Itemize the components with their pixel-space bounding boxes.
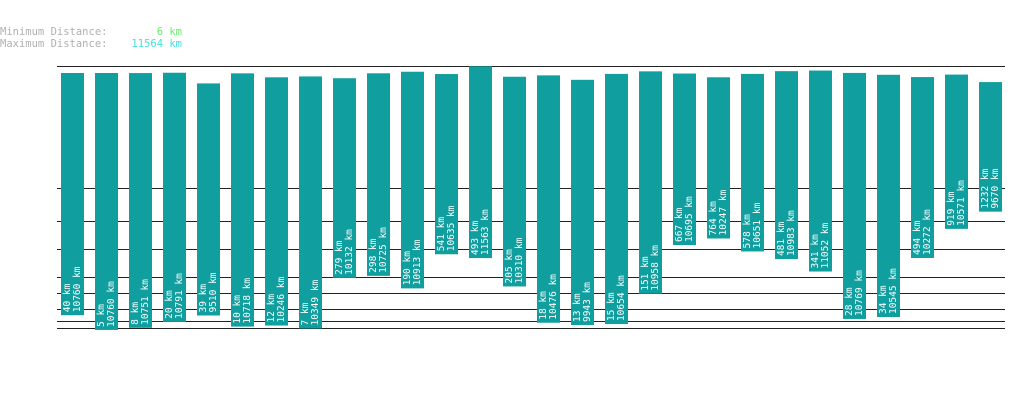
min-label: 18 km	[538, 291, 549, 320]
min-label: 12 km	[266, 294, 277, 323]
min-label: 341 km	[810, 234, 821, 269]
min-label: 919 km	[946, 191, 957, 226]
max-label: 9510 km	[208, 272, 219, 312]
min-label: 15 km	[606, 292, 617, 321]
bar	[639, 71, 662, 294]
min-label: 39 km	[198, 284, 209, 313]
min-label: 764 km	[708, 201, 719, 236]
max-label: 10958 km	[650, 245, 661, 291]
bar	[163, 72, 186, 322]
min-label: 20 km	[164, 290, 175, 319]
bar	[945, 74, 968, 229]
max-label: 11563 km	[480, 209, 491, 255]
min-label: 34 km	[878, 285, 889, 314]
min-label: Minimum Distance:	[0, 26, 107, 38]
bar	[129, 73, 152, 328]
min-label: 298 km	[368, 238, 379, 273]
bar	[571, 79, 594, 326]
bar	[911, 77, 934, 258]
min-label: 1232 km	[980, 168, 991, 208]
max-label: 10695 km	[684, 196, 695, 242]
max-label: 10725 km	[378, 227, 389, 273]
max-label: 10246 km	[276, 276, 287, 322]
bar	[197, 83, 220, 316]
max-label: 10791 km	[174, 273, 185, 319]
min-label: 190 km	[402, 251, 413, 286]
min-label: 10 km	[232, 295, 243, 324]
max-label: 10132 km	[344, 229, 355, 275]
min-value: 6 km	[157, 26, 182, 38]
bar	[503, 76, 526, 287]
bar	[231, 73, 254, 327]
min-label: 40 km	[62, 283, 73, 312]
max-label: 11052 km	[820, 222, 831, 268]
max-label: 9670 km	[990, 168, 1001, 208]
bar	[809, 70, 832, 272]
bar	[537, 75, 560, 323]
max-label: 10272 km	[922, 209, 933, 255]
max-label: 10760 km	[72, 266, 83, 312]
min-label: 28 km	[844, 287, 855, 316]
max-label: 10247 km	[718, 189, 729, 235]
bar	[61, 73, 84, 316]
min-label: 493 km	[470, 220, 481, 255]
max-label: 10913 km	[412, 239, 423, 285]
bar	[707, 77, 730, 239]
max-label: 10310 km	[514, 237, 525, 283]
max-label: Maximum Distance:	[0, 38, 107, 50]
max-label: 10654 km	[616, 275, 627, 321]
min-label: 279 km	[334, 240, 345, 275]
max-label: 10349 km	[310, 279, 321, 325]
max-value: 11564 km	[131, 38, 182, 50]
min-label: 667 km	[674, 207, 685, 242]
bar	[401, 71, 424, 289]
max-label: 10476 km	[548, 274, 559, 320]
bar	[265, 77, 288, 326]
bar	[741, 73, 764, 252]
bar	[469, 66, 492, 259]
min-label: 5 km	[96, 304, 107, 327]
max-label: 10545 km	[888, 268, 899, 314]
min-label: 8 km	[130, 302, 141, 325]
bar	[877, 74, 900, 318]
min-label: 205 km	[504, 249, 515, 284]
max-label: 10718 km	[242, 278, 253, 324]
bar	[979, 82, 1002, 212]
bar	[435, 74, 458, 255]
min-label: 13 km	[572, 293, 583, 322]
max-label: 10651 km	[752, 202, 763, 248]
max-label: 10769 km	[854, 270, 865, 316]
max-label: 10635 km	[446, 205, 457, 251]
min-label: 541 km	[436, 217, 447, 252]
max-label: 10983 km	[786, 210, 797, 256]
bar	[367, 73, 390, 276]
bar	[673, 73, 696, 246]
min-label: 481 km	[776, 221, 787, 256]
max-label: 10751 km	[140, 279, 151, 325]
max-label: 9943 km	[582, 282, 593, 322]
bar	[299, 76, 322, 329]
min-label: 151 km	[640, 256, 651, 291]
max-label: 10571 km	[956, 180, 967, 226]
bar	[605, 73, 628, 325]
min-label: 578 km	[742, 214, 753, 249]
min-label: 494 km	[912, 220, 923, 255]
bar	[843, 72, 866, 319]
bar	[333, 78, 356, 278]
min-label: 7 km	[300, 302, 311, 325]
bar	[775, 71, 798, 260]
bar	[95, 73, 118, 330]
max-label: 10760 km	[106, 281, 117, 327]
